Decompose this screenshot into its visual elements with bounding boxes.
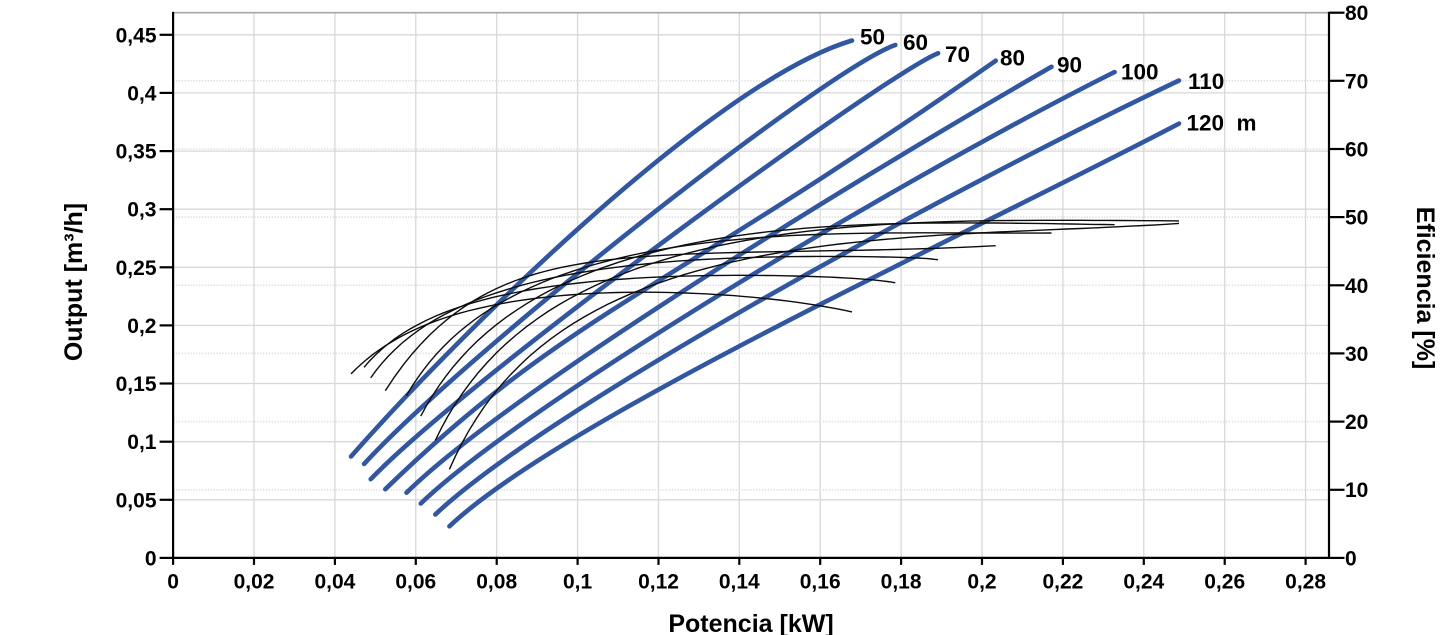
svg-text:0: 0 xyxy=(1345,547,1357,570)
svg-text:0,4: 0,4 xyxy=(127,82,157,105)
svg-text:100: 100 xyxy=(1121,60,1159,85)
svg-text:0,28: 0,28 xyxy=(1285,571,1326,594)
svg-text:0,35: 0,35 xyxy=(116,141,157,164)
svg-text:110: 110 xyxy=(1188,69,1224,94)
svg-text:40: 40 xyxy=(1345,275,1368,298)
svg-text:0,2: 0,2 xyxy=(127,315,156,338)
svg-text:Potencia [kW]: Potencia [kW] xyxy=(668,610,833,635)
svg-text:0: 0 xyxy=(145,547,157,570)
svg-text:0,22: 0,22 xyxy=(1042,571,1083,594)
svg-text:0,24: 0,24 xyxy=(1123,571,1164,594)
svg-text:Output [m³/h]: Output [m³/h] xyxy=(60,203,88,361)
svg-text:20: 20 xyxy=(1345,411,1368,434)
svg-text:0,02: 0,02 xyxy=(234,571,275,594)
svg-text:Eficiencia [%]: Eficiencia [%] xyxy=(1411,207,1439,370)
svg-text:0,04: 0,04 xyxy=(314,571,355,594)
svg-text:0,45: 0,45 xyxy=(116,24,157,47)
svg-text:0,18: 0,18 xyxy=(881,571,922,594)
svg-text:120 m: 120 m xyxy=(1187,111,1257,136)
svg-text:0,2: 0,2 xyxy=(967,571,996,594)
svg-text:0,1: 0,1 xyxy=(563,571,593,594)
svg-text:0,12: 0,12 xyxy=(638,571,679,594)
svg-text:70: 70 xyxy=(945,42,970,67)
svg-text:0,16: 0,16 xyxy=(800,571,841,594)
svg-text:80: 80 xyxy=(1345,2,1368,25)
svg-text:80: 80 xyxy=(1000,46,1025,71)
svg-text:0,14: 0,14 xyxy=(719,571,760,594)
svg-text:60: 60 xyxy=(903,30,928,55)
svg-text:0,08: 0,08 xyxy=(476,571,517,594)
svg-text:0,06: 0,06 xyxy=(395,571,436,594)
svg-text:30: 30 xyxy=(1345,343,1368,366)
svg-text:0,25: 0,25 xyxy=(116,257,157,280)
svg-text:50: 50 xyxy=(1345,207,1368,230)
svg-text:50: 50 xyxy=(860,25,885,50)
svg-text:70: 70 xyxy=(1345,70,1368,93)
svg-text:0,05: 0,05 xyxy=(116,489,157,512)
svg-text:10: 10 xyxy=(1345,479,1368,502)
svg-text:90: 90 xyxy=(1057,53,1082,78)
svg-text:0,26: 0,26 xyxy=(1204,571,1245,594)
svg-text:0,15: 0,15 xyxy=(116,373,157,396)
svg-text:0: 0 xyxy=(167,571,179,594)
svg-text:0,1: 0,1 xyxy=(127,431,157,454)
svg-text:0,3: 0,3 xyxy=(127,199,156,222)
svg-text:60: 60 xyxy=(1345,139,1368,162)
